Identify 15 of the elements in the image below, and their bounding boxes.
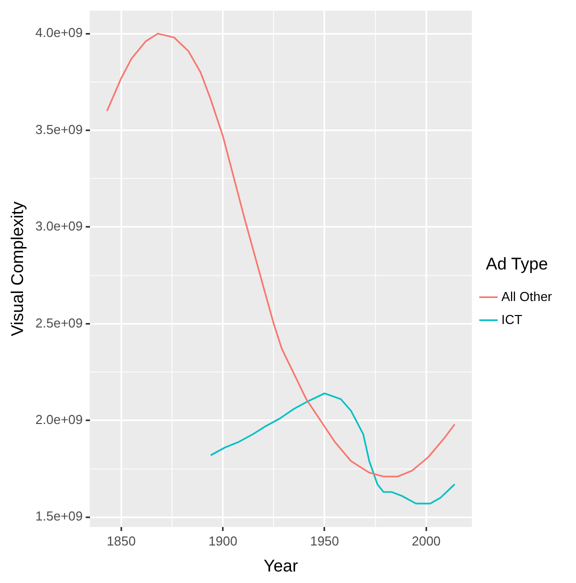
y-tick-label: 3.0e+09	[35, 218, 83, 234]
legend-label: All Other	[501, 288, 553, 304]
legend-label: ICT	[501, 312, 522, 327]
y-tick-label: 2.5e+09	[35, 315, 83, 330]
x-tick-label: 1950	[310, 533, 340, 548]
y-tick-label: 1.5e+09	[35, 508, 83, 524]
x-axis-title: Year	[264, 556, 298, 576]
y-tick-label: 3.5e+09	[35, 122, 83, 137]
y-tick-label: 4.0e+09	[35, 25, 83, 40]
y-axis-title: Visual Complexity	[8, 201, 27, 336]
x-tick-label: 2000	[412, 533, 441, 548]
x-tick-label: 1850	[106, 533, 136, 548]
y-tick-label: 2.0e+09	[35, 412, 83, 428]
x-tick-label: 1900	[208, 533, 238, 548]
legend-title: Ad Type	[486, 254, 548, 274]
